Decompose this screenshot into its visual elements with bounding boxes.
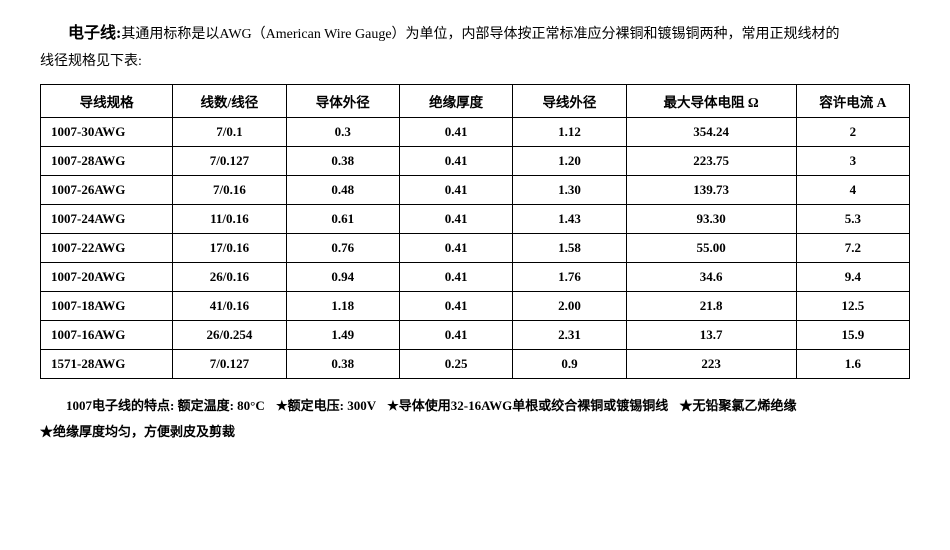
table-cell: 0.76 <box>286 233 399 262</box>
table-col-header: 导线外径 <box>513 84 626 117</box>
table-cell: 223 <box>626 349 796 378</box>
table-cell: 1.76 <box>513 262 626 291</box>
note-4: ★无铅聚氯乙烯绝缘 <box>679 398 796 413</box>
table-cell: 17/0.16 <box>173 233 286 262</box>
table-cell: 0.38 <box>286 349 399 378</box>
table-row: 1007-20AWG26/0.160.940.411.7634.69.4 <box>41 262 910 291</box>
note-3: ★导体使用32-16AWG单根或绞合裸铜或镀锡铜线 <box>387 398 668 413</box>
intro-body-line1: 其通用标称是以AWG（American Wire Gauge）为单位，内部导体按… <box>121 27 839 42</box>
intro-title: 电子线: <box>68 25 121 42</box>
table-cell: 7/0.1 <box>173 117 286 146</box>
table-cell: 0.41 <box>399 233 512 262</box>
table-cell: 55.00 <box>626 233 796 262</box>
table-col-header: 导线规格 <box>41 84 173 117</box>
note-1: 额定温度: 80°C <box>178 398 265 413</box>
table-cell: 0.41 <box>399 146 512 175</box>
table-cell: 15.9 <box>796 320 909 349</box>
table-row: 1007-18AWG41/0.161.180.412.0021.812.5 <box>41 291 910 320</box>
table-row: 1007-16AWG26/0.2541.490.412.3113.715.9 <box>41 320 910 349</box>
table-cell: 0.41 <box>399 175 512 204</box>
table-cell: 4 <box>796 175 909 204</box>
table-cell: 21.8 <box>626 291 796 320</box>
table-cell: 0.94 <box>286 262 399 291</box>
table-cell: 0.41 <box>399 204 512 233</box>
table-cell: 1007-24AWG <box>41 204 173 233</box>
table-cell: 7/0.16 <box>173 175 286 204</box>
table-col-header: 最大导体电阻 Ω <box>626 84 796 117</box>
table-col-header: 容许电流 A <box>796 84 909 117</box>
table-cell: 223.75 <box>626 146 796 175</box>
table-row: 1007-24AWG11/0.160.610.411.4393.305.3 <box>41 204 910 233</box>
table-cell: 1.30 <box>513 175 626 204</box>
table-head: 导线规格线数/线径导体外径绝缘厚度导线外径最大导体电阻 Ω容许电流 A <box>41 84 910 117</box>
table-cell: 1.20 <box>513 146 626 175</box>
table-cell: 1.58 <box>513 233 626 262</box>
table-row: 1571-28AWG7/0.1270.380.250.92231.6 <box>41 349 910 378</box>
wire-spec-table: 导线规格线数/线径导体外径绝缘厚度导线外径最大导体电阻 Ω容许电流 A 1007… <box>40 84 910 379</box>
table-cell: 1571-28AWG <box>41 349 173 378</box>
table-cell: 1007-26AWG <box>41 175 173 204</box>
table-cell: 7.2 <box>796 233 909 262</box>
table-cell: 5.3 <box>796 204 909 233</box>
table-cell: 9.4 <box>796 262 909 291</box>
table-cell: 0.41 <box>399 291 512 320</box>
table-cell: 1.6 <box>796 349 909 378</box>
table-cell: 2 <box>796 117 909 146</box>
table-cell: 11/0.16 <box>173 204 286 233</box>
table-cell: 41/0.16 <box>173 291 286 320</box>
table-cell: 0.9 <box>513 349 626 378</box>
note-2: ★额定电压: 300V <box>276 398 376 413</box>
table-cell: 13.7 <box>626 320 796 349</box>
table-cell: 0.41 <box>399 117 512 146</box>
intro-body-line2: 线径规格见下表: <box>40 54 142 69</box>
table-col-header: 绝缘厚度 <box>399 84 512 117</box>
table-col-header: 导体外径 <box>286 84 399 117</box>
table-cell: 1.43 <box>513 204 626 233</box>
footnotes: 1007电子线的特点: 额定温度: 80°C ★额定电压: 300V ★导体使用… <box>40 393 910 445</box>
intro-paragraph: 电子线:其通用标称是以AWG（American Wire Gauge）为单位，内… <box>40 20 910 74</box>
table-row: 1007-22AWG17/0.160.760.411.5855.007.2 <box>41 233 910 262</box>
table-cell: 0.38 <box>286 146 399 175</box>
table-cell: 3 <box>796 146 909 175</box>
table-cell: 34.6 <box>626 262 796 291</box>
table-row: 1007-26AWG7/0.160.480.411.30139.734 <box>41 175 910 204</box>
table-cell: 0.25 <box>399 349 512 378</box>
table-cell: 0.61 <box>286 204 399 233</box>
table-cell: 26/0.254 <box>173 320 286 349</box>
table-cell: 93.30 <box>626 204 796 233</box>
table-cell: 26/0.16 <box>173 262 286 291</box>
table-cell: 1007-22AWG <box>41 233 173 262</box>
table-cell: 0.41 <box>399 262 512 291</box>
table-cell: 1007-18AWG <box>41 291 173 320</box>
table-header-row: 导线规格线数/线径导体外径绝缘厚度导线外径最大导体电阻 Ω容许电流 A <box>41 84 910 117</box>
table-cell: 1007-28AWG <box>41 146 173 175</box>
table-body: 1007-30AWG7/0.10.30.411.12354.2421007-28… <box>41 117 910 378</box>
table-cell: 354.24 <box>626 117 796 146</box>
table-cell: 1007-30AWG <box>41 117 173 146</box>
table-row: 1007-28AWG7/0.1270.380.411.20223.753 <box>41 146 910 175</box>
table-cell: 0.41 <box>399 320 512 349</box>
table-cell: 1007-16AWG <box>41 320 173 349</box>
table-cell: 7/0.127 <box>173 349 286 378</box>
table-row: 1007-30AWG7/0.10.30.411.12354.242 <box>41 117 910 146</box>
notes-lead: 1007电子线的特点: <box>66 398 174 413</box>
note-5: ★绝缘厚度均匀，方便剥皮及剪裁 <box>40 424 235 439</box>
table-cell: 7/0.127 <box>173 146 286 175</box>
table-cell: 1007-20AWG <box>41 262 173 291</box>
table-cell: 12.5 <box>796 291 909 320</box>
table-cell: 0.48 <box>286 175 399 204</box>
table-cell: 1.18 <box>286 291 399 320</box>
table-cell: 139.73 <box>626 175 796 204</box>
table-col-header: 线数/线径 <box>173 84 286 117</box>
table-cell: 0.3 <box>286 117 399 146</box>
table-cell: 1.49 <box>286 320 399 349</box>
table-cell: 2.31 <box>513 320 626 349</box>
table-cell: 2.00 <box>513 291 626 320</box>
table-cell: 1.12 <box>513 117 626 146</box>
